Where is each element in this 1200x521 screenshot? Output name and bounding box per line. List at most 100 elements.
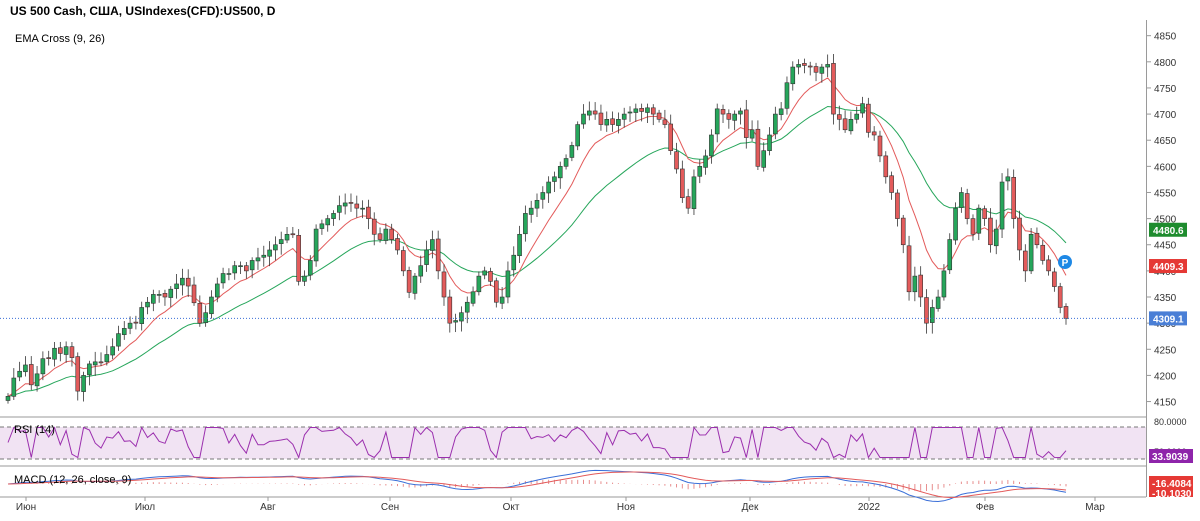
candle-body [162, 293, 168, 298]
ema-fast-line [7, 77, 1067, 397]
candle-body [40, 358, 46, 375]
candle-body [778, 108, 784, 115]
candle-body [935, 296, 941, 309]
rsi-indicator-label[interactable]: RSI (14) [14, 424, 55, 436]
price-tick-label: 4250 [1154, 345, 1177, 356]
candle-body [895, 192, 900, 219]
candle-body [749, 129, 755, 139]
time-tick-label: Окт [503, 502, 520, 513]
candle-body [848, 119, 854, 132]
candle-body [999, 181, 1005, 230]
candle-body [377, 233, 383, 240]
candle-body [139, 307, 145, 324]
candle-body [459, 312, 464, 322]
candle-body [738, 110, 743, 115]
candle-body [1046, 259, 1051, 272]
candle-body [953, 207, 958, 241]
time-tick-label: Мар [1085, 502, 1105, 513]
candle-body [587, 110, 592, 116]
candle-body [75, 356, 81, 392]
ema-layer [7, 77, 1067, 397]
candle-body [540, 192, 546, 200]
macd-value-text: -16.4084 [1152, 479, 1192, 490]
candle-body [307, 260, 313, 276]
candle-body [482, 270, 487, 276]
candle-body [761, 150, 767, 168]
candle-body [970, 218, 976, 235]
candle-body [337, 205, 342, 213]
candle-body [348, 202, 354, 204]
candle-body [63, 346, 69, 355]
last-price-tag-text: 4309.1 [1153, 314, 1184, 325]
candle-body [505, 270, 511, 298]
candle-body [988, 217, 993, 246]
candle-body [342, 202, 348, 207]
candle-body [261, 254, 267, 258]
price-tick-label: 4600 [1154, 162, 1177, 173]
candle-layer [5, 53, 1069, 404]
candle-body [145, 301, 150, 308]
candle-body [197, 302, 203, 324]
candle-body [499, 296, 505, 304]
price-tick-label: 4750 [1154, 84, 1177, 95]
candle-body [720, 109, 726, 115]
candle-body [511, 254, 517, 271]
candle-body [249, 260, 255, 271]
candle-body [964, 193, 970, 219]
candle-body [121, 328, 127, 335]
candle-body [581, 113, 586, 125]
candle-body [1017, 217, 1022, 251]
candle-body [662, 119, 668, 125]
candle-body [546, 181, 551, 194]
candle-body [860, 103, 865, 114]
candle-body [5, 396, 11, 401]
candle-body [46, 357, 51, 359]
candle-body [633, 108, 639, 113]
candle-body [133, 321, 139, 324]
rsi-band [0, 427, 1146, 459]
candle-body [807, 65, 813, 68]
candle-body [668, 123, 674, 151]
candle-body [371, 218, 377, 235]
candle-body [476, 275, 482, 293]
candle-body [813, 66, 819, 73]
candle-body [52, 347, 57, 360]
candle-body [918, 274, 923, 298]
candle-body [406, 270, 412, 293]
macd-value-tag-bg [1149, 476, 1193, 490]
time-tick-label: 2022 [858, 502, 881, 513]
candle-body [947, 239, 953, 271]
price-tick-label: 4350 [1154, 293, 1177, 304]
macd-signal-line [7, 471, 1067, 499]
macd-signal-tag-bg [1149, 490, 1193, 497]
axis-layer: 4850480047504700465046004550450044504400… [16, 32, 1187, 513]
price-tick-label: 4650 [1154, 136, 1177, 147]
macd-indicator-label[interactable]: MACD (12, 26, close, 9) [14, 474, 132, 486]
candle-body [796, 64, 801, 68]
rsi-value-text: 33.9039 [1152, 452, 1189, 463]
candle-body [790, 66, 796, 85]
last-price-tag-bg [1149, 311, 1187, 326]
candle-body [174, 283, 179, 289]
ema-indicator-label[interactable]: EMA Cross (9, 26) [15, 33, 105, 45]
candle-body [697, 166, 703, 177]
ema-fast-price-tag-bg [1149, 259, 1187, 274]
macd-panel: -16.4084-10.1030 [7, 469, 1193, 503]
candle-body [191, 284, 197, 304]
ema-fast-price-tag-text: 4409.3 [1153, 262, 1184, 273]
candle-body [360, 207, 365, 210]
ema-slow-line [7, 105, 1067, 397]
candle-body [552, 176, 557, 182]
candle-body [563, 158, 569, 167]
candle-body [441, 271, 447, 298]
candle-body [494, 280, 499, 303]
candle-body [592, 110, 598, 115]
price-tick-label: 4150 [1154, 398, 1177, 409]
candle-body [866, 103, 871, 133]
candle-body [714, 108, 720, 135]
candle-body [424, 249, 429, 265]
candle-body [453, 320, 458, 323]
